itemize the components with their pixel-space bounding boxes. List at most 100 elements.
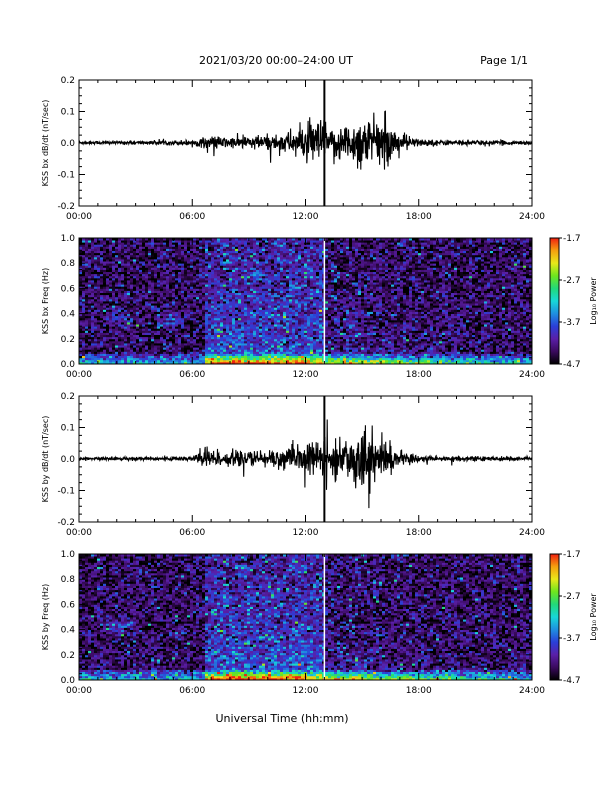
spectrogram-cell: [82, 315, 86, 319]
spectrogram-cell: [115, 250, 119, 254]
spectrogram-cell: [124, 338, 128, 342]
spectrogram-cell: [130, 328, 134, 331]
spectrogram-cell: [130, 238, 134, 241]
spectrogram-cell: [112, 301, 116, 304]
spectrogram-cell: [118, 269, 122, 272]
spectrogram-cell: [127, 305, 131, 308]
spectrogram-cell: [136, 265, 140, 268]
spectrogram-cell: [139, 332, 143, 335]
spectrogram-cell: [88, 349, 92, 352]
spectrogram-cell: [145, 240, 149, 243]
spectrogram-cell: [148, 334, 152, 338]
spectrogram-cell: [145, 345, 149, 348]
spectrogram-cell: [151, 242, 155, 245]
spectrogram-cell: [109, 330, 113, 333]
spectrogram-cell: [112, 240, 116, 243]
spectrogram-cell: [136, 246, 140, 249]
spectrogram-cell: [124, 261, 128, 264]
spectrogram-cell: [139, 280, 143, 283]
spectrogram-cell: [94, 336, 98, 340]
spectrogram-cell: [142, 254, 146, 258]
spectrogram-cell: [115, 334, 119, 338]
spectrogram-cell: [136, 347, 140, 350]
spectrogram-cell: [136, 254, 140, 258]
spectrogram-cell: [103, 355, 107, 359]
spectrogram-cell: [85, 357, 89, 361]
spectrogram-cell: [115, 271, 119, 275]
spectrogram-cell: [127, 355, 131, 359]
spectrogram-cell: [133, 347, 137, 350]
spectrogram-cell: [94, 263, 98, 266]
spectrogram-cell: [109, 313, 113, 317]
spectrogram-cell: [145, 359, 149, 363]
spectrogram-cell: [88, 315, 92, 319]
spectrogram-cell: [136, 282, 140, 285]
spectrogram-cell: [136, 286, 140, 289]
spectrogram-cell: [151, 345, 155, 348]
spectrogram-cell: [109, 240, 113, 243]
spectrogram-cell: [130, 303, 134, 306]
spectrogram-cell: [91, 311, 95, 314]
spectrogram-cell: [124, 309, 128, 312]
spectrogram-cell: [82, 303, 86, 306]
spectrogram-cell: [142, 315, 146, 319]
spectrogram-cell: [79, 347, 83, 350]
spectrogram-cell: [79, 275, 83, 279]
spectrogram-cell: [88, 256, 92, 260]
spectrogram-cell: [127, 263, 131, 266]
spectrogram-cell: [82, 244, 86, 247]
spectrogram-cell: [154, 338, 158, 342]
spectrogram-cell: [85, 254, 89, 258]
spectrogram-cell: [136, 361, 140, 365]
spectrogram-cell: [88, 282, 92, 285]
spectrogram-cell: [97, 286, 101, 289]
spectrogram-cell: [130, 361, 134, 365]
spectrogram-cell: [103, 275, 107, 279]
spectrogram-cell: [121, 343, 125, 346]
spectrogram-cell: [142, 282, 146, 285]
spectrogram-cell: [142, 298, 146, 302]
spectrogram-cell: [136, 307, 140, 310]
spectrogram-cell: [118, 248, 122, 251]
spectrogram-cell: [85, 340, 89, 344]
spectrogram-cell: [130, 326, 134, 329]
spectrogram-cell: [121, 317, 125, 321]
spectrogram-cell: [97, 298, 101, 302]
spectrogram-cell: [94, 330, 98, 333]
spectrogram-cell: [136, 309, 140, 312]
spectrogram-cell: [100, 267, 104, 270]
spectrogram-cell: [154, 347, 158, 350]
spectrogram-cell: [97, 267, 101, 270]
spectrogram-cell: [142, 336, 146, 340]
spectrogram-cell: [112, 286, 116, 289]
spectrogram-cell: [85, 307, 89, 310]
spectrogram-cell: [94, 353, 98, 356]
spectrogram-cell: [139, 282, 143, 285]
spectrogram-cell: [109, 294, 113, 298]
spectrogram-cell: [100, 303, 104, 306]
spectrogram-cell: [139, 256, 143, 260]
spectrogram-cell: [145, 305, 149, 308]
spectrogram-cell: [94, 273, 98, 277]
spectrogram-cell: [88, 277, 92, 281]
spectrogram-cell: [79, 332, 83, 335]
spectrogram-cell: [112, 332, 116, 335]
spectrogram-cell: [136, 277, 140, 281]
spectrogram-cell: [115, 357, 119, 361]
spectrogram-cell: [118, 355, 122, 359]
spectrogram-cell: [112, 282, 116, 285]
spectrogram-cell: [109, 298, 113, 302]
spectrogram-cell: [145, 309, 149, 312]
spectrogram-cell: [115, 286, 119, 289]
spectrogram-cell: [88, 328, 92, 331]
spectrogram-cell: [79, 267, 83, 270]
spectrogram-cell: [88, 246, 92, 249]
spectrogram-cell: [88, 336, 92, 340]
spectrogram-cell: [112, 324, 116, 327]
spectrogram-cell: [139, 357, 143, 361]
spectrogram-cell: [121, 298, 125, 302]
spectrogram-cell: [106, 286, 110, 289]
spectrogram-cell: [85, 244, 89, 247]
spectrogram-cell: [109, 324, 113, 327]
spectrogram-cell: [115, 267, 119, 270]
